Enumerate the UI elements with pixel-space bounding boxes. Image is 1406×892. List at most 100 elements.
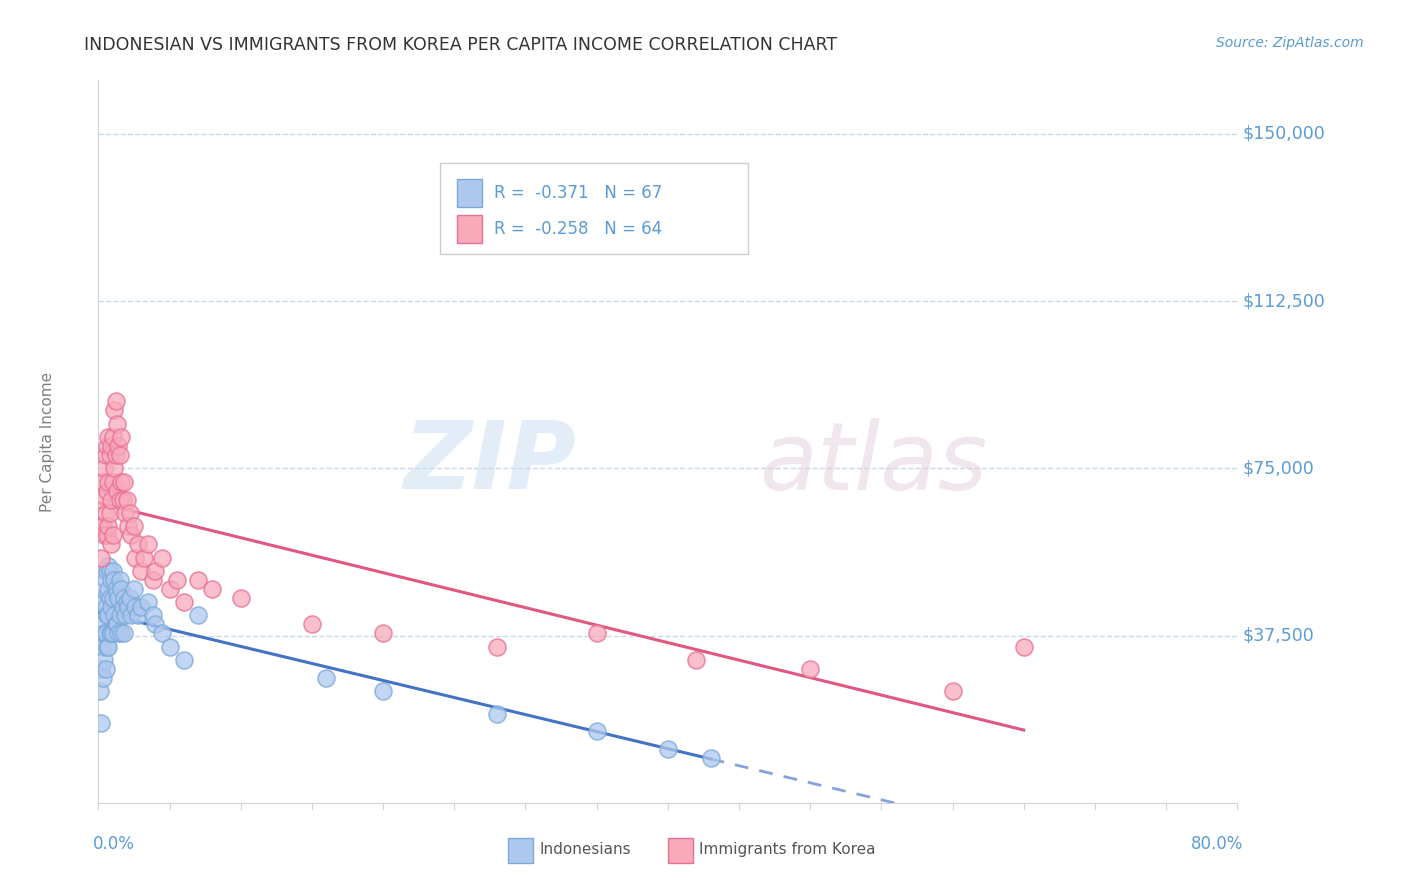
- Point: [136, 595, 159, 609]
- Point: [94, 448, 117, 462]
- Point: [152, 550, 174, 565]
- Point: [145, 617, 167, 632]
- Text: R =  -0.258   N = 64: R = -0.258 N = 64: [494, 220, 662, 238]
- Point: [96, 640, 118, 654]
- Point: [101, 591, 124, 605]
- Point: [486, 640, 509, 654]
- Point: [159, 640, 181, 654]
- Point: [585, 724, 607, 739]
- Point: [98, 448, 121, 462]
- Text: $150,000: $150,000: [1243, 125, 1326, 143]
- Point: [127, 608, 149, 623]
- Point: [100, 573, 122, 587]
- Point: [124, 550, 146, 565]
- Point: [942, 684, 965, 698]
- Point: [104, 617, 127, 632]
- Point: [94, 626, 117, 640]
- Point: [100, 599, 122, 614]
- Point: [118, 591, 141, 605]
- Point: [115, 595, 138, 609]
- Point: [91, 617, 114, 632]
- Point: [173, 653, 195, 667]
- Point: [101, 430, 124, 444]
- Point: [94, 573, 117, 587]
- Point: [373, 684, 395, 698]
- Point: [117, 599, 139, 614]
- Point: [93, 461, 115, 475]
- Point: [100, 537, 122, 551]
- FancyBboxPatch shape: [440, 163, 748, 253]
- Point: [94, 506, 117, 520]
- Point: [110, 475, 132, 489]
- Point: [699, 751, 721, 765]
- Point: [107, 591, 129, 605]
- Text: $112,500: $112,500: [1243, 292, 1326, 310]
- Point: [486, 706, 509, 721]
- Point: [94, 599, 117, 614]
- Point: [124, 599, 146, 614]
- Point: [114, 608, 136, 623]
- Point: [187, 573, 209, 587]
- Point: [101, 564, 124, 578]
- Point: [101, 475, 124, 489]
- Point: [91, 640, 114, 654]
- Point: [115, 492, 138, 507]
- Point: [373, 626, 395, 640]
- Text: Source: ZipAtlas.com: Source: ZipAtlas.com: [1216, 36, 1364, 50]
- Point: [799, 662, 821, 676]
- Text: 80.0%: 80.0%: [1191, 835, 1243, 854]
- Point: [97, 475, 120, 489]
- Point: [103, 608, 125, 623]
- Point: [112, 626, 135, 640]
- Text: R =  -0.371   N = 67: R = -0.371 N = 67: [494, 184, 662, 202]
- Point: [122, 519, 145, 533]
- Point: [104, 582, 127, 596]
- Point: [101, 626, 124, 640]
- Point: [100, 626, 122, 640]
- Point: [108, 573, 131, 587]
- Bar: [668, 838, 693, 863]
- Point: [98, 626, 121, 640]
- Text: 0.0%: 0.0%: [93, 835, 135, 854]
- Text: Immigrants from Korea: Immigrants from Korea: [699, 842, 875, 857]
- Point: [129, 564, 152, 578]
- Point: [98, 591, 121, 605]
- Point: [96, 528, 118, 542]
- Point: [96, 564, 118, 578]
- Point: [120, 608, 142, 623]
- Point: [657, 742, 679, 756]
- Point: [98, 506, 121, 520]
- Text: $37,500: $37,500: [1243, 626, 1315, 645]
- Point: [166, 573, 188, 587]
- Point: [118, 506, 141, 520]
- Point: [1012, 640, 1035, 654]
- Point: [122, 582, 145, 596]
- Text: ZIP: ZIP: [404, 417, 576, 509]
- Text: Indonesians: Indonesians: [538, 842, 631, 857]
- Point: [201, 582, 224, 596]
- Point: [103, 573, 125, 587]
- Point: [229, 591, 252, 605]
- Bar: [457, 215, 482, 243]
- Point: [90, 492, 112, 507]
- Point: [110, 582, 132, 596]
- Point: [112, 475, 135, 489]
- Point: [97, 608, 120, 623]
- Point: [187, 608, 209, 623]
- Bar: [457, 179, 482, 207]
- Point: [104, 448, 127, 462]
- Point: [98, 564, 121, 578]
- Point: [114, 506, 136, 520]
- Point: [108, 448, 131, 462]
- Point: [105, 483, 128, 498]
- Point: [103, 461, 125, 475]
- Point: [101, 528, 124, 542]
- Point: [96, 439, 118, 453]
- Point: [93, 626, 115, 640]
- Point: [173, 595, 195, 609]
- Point: [90, 662, 112, 676]
- Point: [301, 617, 323, 632]
- Point: [93, 528, 115, 542]
- Text: Per Capita Income: Per Capita Income: [39, 371, 55, 512]
- Point: [105, 417, 128, 431]
